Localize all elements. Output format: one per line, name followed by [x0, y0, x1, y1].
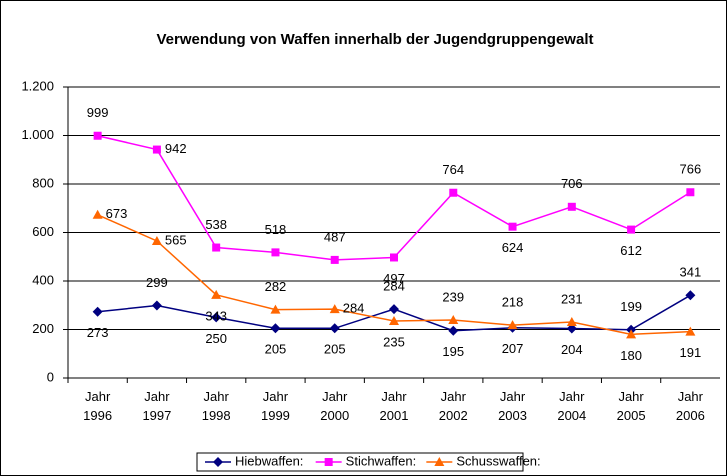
y-tick-label: 600: [32, 224, 54, 239]
data-label: 231: [561, 291, 583, 306]
data-label: 299: [146, 275, 168, 290]
point: [686, 188, 695, 197]
x-tick-label: Jahr 1996: [83, 389, 112, 423]
data-label: 218: [502, 295, 524, 310]
point: [685, 326, 696, 336]
data-label: 199: [620, 299, 642, 314]
x-tick-label: Jahr 2000: [320, 389, 349, 423]
point: [448, 315, 459, 325]
x-tick-label: Jahr 2006: [676, 389, 705, 423]
point: [449, 188, 458, 197]
legend-label: Hiebwaffen:: [235, 453, 303, 468]
data-label: 942: [165, 141, 187, 156]
data-label: 999: [87, 105, 109, 120]
legend-label: Stichwaffen:: [346, 453, 417, 468]
y-tick-label: 400: [32, 272, 54, 287]
point: [566, 316, 577, 326]
y-tick-label: 200: [32, 321, 54, 336]
point: [329, 323, 340, 334]
x-tick-label: Jahr 1998: [202, 389, 231, 423]
data-label: 764: [442, 162, 464, 177]
data-label: 706: [561, 176, 583, 191]
point: [566, 323, 577, 334]
legend-marker: [213, 457, 223, 467]
data-label: 205: [324, 342, 346, 357]
point: [330, 255, 339, 264]
data-label: 565: [165, 232, 187, 247]
point: [390, 253, 398, 262]
x-tick-label: Jahr 2005: [617, 389, 646, 423]
point: [507, 320, 518, 330]
point: [211, 289, 222, 299]
point: [152, 145, 161, 154]
data-label: 205: [265, 342, 287, 357]
legend-marker: [324, 458, 333, 466]
point: [626, 329, 637, 339]
point: [271, 248, 280, 257]
point: [567, 202, 576, 211]
point: [627, 225, 636, 234]
data-label: 612: [620, 243, 642, 258]
legend-box: [196, 452, 524, 472]
data-label: 195: [442, 344, 464, 359]
x-tick-label: Jahr 1999: [261, 389, 290, 423]
data-label: 497: [383, 271, 405, 286]
data-label: 341: [680, 265, 702, 280]
y-tick-label: 1.200: [21, 78, 54, 93]
y-tick-label: 800: [32, 175, 54, 190]
data-label: 250: [205, 331, 227, 346]
x-tick-label: Jahr 2003: [498, 389, 527, 423]
data-label: 624: [502, 240, 524, 255]
point: [151, 235, 162, 245]
point: [508, 222, 517, 231]
data-label: 766: [680, 162, 702, 177]
chart-title: Verwendung von Waffen innerhalb der Juge…: [157, 31, 594, 48]
data-label: 284: [383, 279, 405, 294]
data-label: 343: [205, 308, 227, 323]
point: [151, 300, 162, 311]
point: [92, 306, 103, 317]
data-label: 207: [502, 341, 524, 356]
legend-label: Schusswaffen:: [456, 453, 540, 468]
point: [211, 312, 222, 323]
point: [389, 304, 399, 315]
point: [92, 209, 103, 219]
data-label: 284: [343, 301, 365, 316]
point: [448, 325, 459, 336]
data-label: 191: [680, 345, 702, 360]
point: [270, 323, 281, 334]
data-label: 673: [106, 206, 128, 221]
data-label: 538: [205, 217, 227, 232]
point: [329, 304, 340, 314]
x-tick-label: Jahr 2001: [380, 389, 409, 423]
data-label: 518: [265, 222, 287, 237]
data-label: 487: [324, 229, 346, 244]
x-tick-label: Jahr 1997: [142, 389, 171, 423]
point: [212, 243, 221, 252]
data-label: 273: [87, 325, 109, 340]
x-tick-label: Jahr 2002: [439, 389, 468, 423]
y-tick-label: 1.000: [21, 127, 54, 142]
point: [93, 131, 102, 140]
point: [389, 316, 399, 326]
data-label: 282: [265, 279, 287, 294]
y-tick-label: 0: [47, 369, 54, 384]
point: [270, 304, 281, 314]
point: [685, 290, 696, 301]
data-label: 235: [383, 334, 405, 349]
x-tick-label: Jahr 2004: [557, 389, 586, 423]
data-label: 204: [561, 342, 583, 357]
legend-marker: [434, 457, 445, 466]
data-label: 180: [620, 348, 642, 363]
data-label: 239: [442, 289, 464, 304]
